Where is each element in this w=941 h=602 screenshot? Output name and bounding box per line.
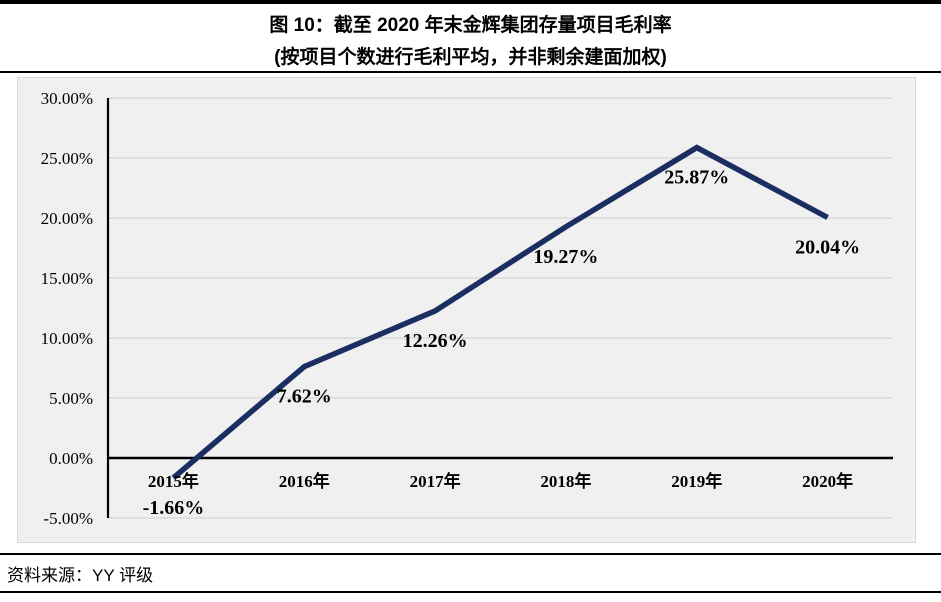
header-rule	[0, 71, 941, 73]
top-rule	[0, 0, 941, 4]
y-tick-label: 25.00%	[41, 149, 93, 168]
y-tick-label: 5.00%	[49, 389, 93, 408]
source-divider-bottom	[0, 591, 941, 593]
data-label: -1.66%	[143, 497, 205, 519]
y-tick-label: 30.00%	[41, 89, 93, 108]
data-label: 12.26%	[403, 330, 468, 352]
series-line	[171, 144, 829, 480]
data-label: 7.62%	[277, 386, 332, 408]
y-tick-label: 0.00%	[49, 449, 93, 468]
data-label: 19.27%	[533, 246, 598, 268]
y-tick-label: -5.00%	[43, 509, 93, 528]
data-label: 25.87%	[664, 167, 729, 189]
y-tick-label: 20.00%	[41, 209, 93, 228]
source-divider-top	[0, 553, 941, 555]
source-label: 资料来源：YY 评级	[7, 566, 154, 585]
chart-panel: 30.00% 25.00% 20.00% 15.00% 10.00% 5.00% 0.00%…	[17, 77, 916, 543]
y-tick-label: 10.00%	[41, 329, 93, 348]
x-category-label: 2016年	[279, 471, 330, 491]
x-category-label: 2017年	[410, 471, 461, 491]
x-category-label: 2020年	[802, 471, 853, 491]
x-category-label: 2019年	[671, 471, 722, 491]
data-label: 20.04%	[795, 237, 860, 259]
x-category-label: 2018年	[540, 471, 591, 491]
y-tick-label: 15.00%	[41, 269, 93, 288]
figure-subtitle: (按项目个数进行毛利平均，并非剩余建面加权)	[274, 47, 667, 68]
figure-title: 图 10：截至 2020 年末金辉集团存量项目毛利率	[269, 15, 672, 36]
gross-margin-line-chart: 30.00% 25.00% 20.00% 15.00% 10.00% 5.00% 0.00%…	[41, 89, 893, 528]
x-category-label: 2015年	[148, 471, 199, 491]
